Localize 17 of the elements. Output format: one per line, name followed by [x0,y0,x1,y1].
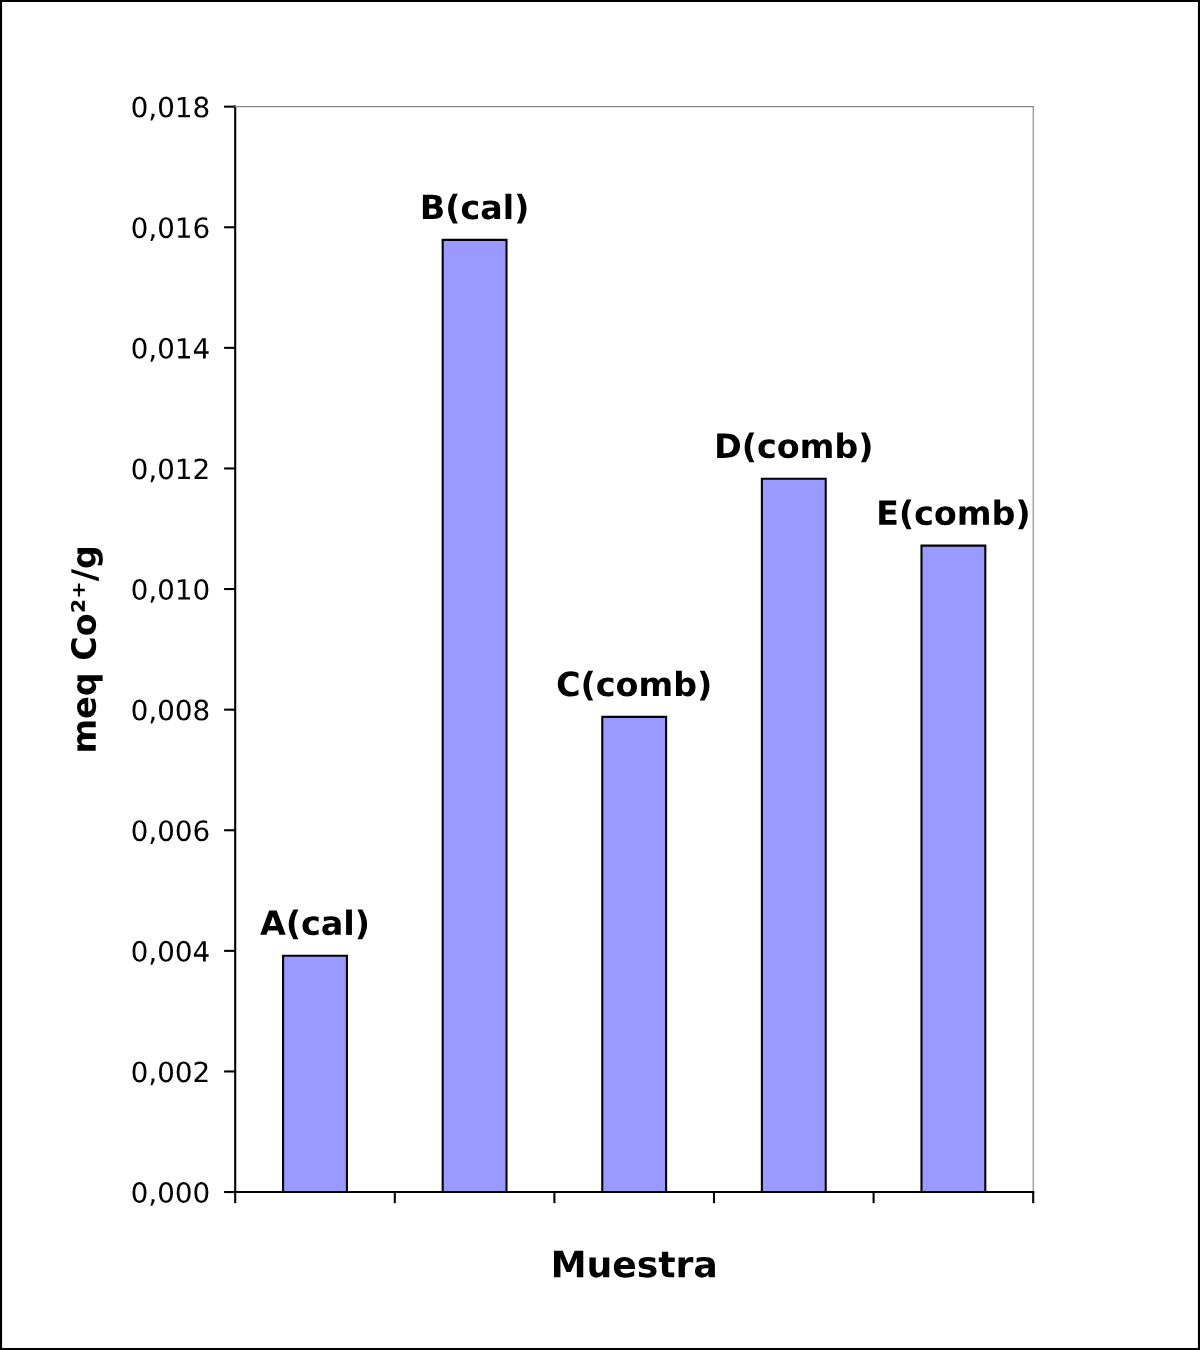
x-tick-label: D(comb) [717,432,871,463]
y-tick-label: 0,014 [132,337,209,362]
y-tick-label: 0,010 [132,578,209,603]
y-tick-label: 0,012 [132,458,208,483]
y-axis-title: meq Co²⁺/g [70,547,103,751]
x-tick-label: E(comb) [879,499,1028,530]
y-tick-label: 0,000 [132,1181,209,1206]
y-tick-label: 0,006 [132,820,209,845]
x-axis-title: Muestra [553,1250,715,1278]
y-tick-label: 0,016 [132,217,209,242]
y-tick-label: 0,008 [132,699,209,724]
x-tick-label: C(comb) [557,670,710,701]
y-tick-label: 0,002 [132,1061,208,1086]
x-tick-label: A(cal) [260,909,368,940]
y-tick-label: 0,004 [132,940,209,965]
y-tick-label: 0,018 [132,96,209,121]
x-tick-label: B(cal) [422,193,527,224]
